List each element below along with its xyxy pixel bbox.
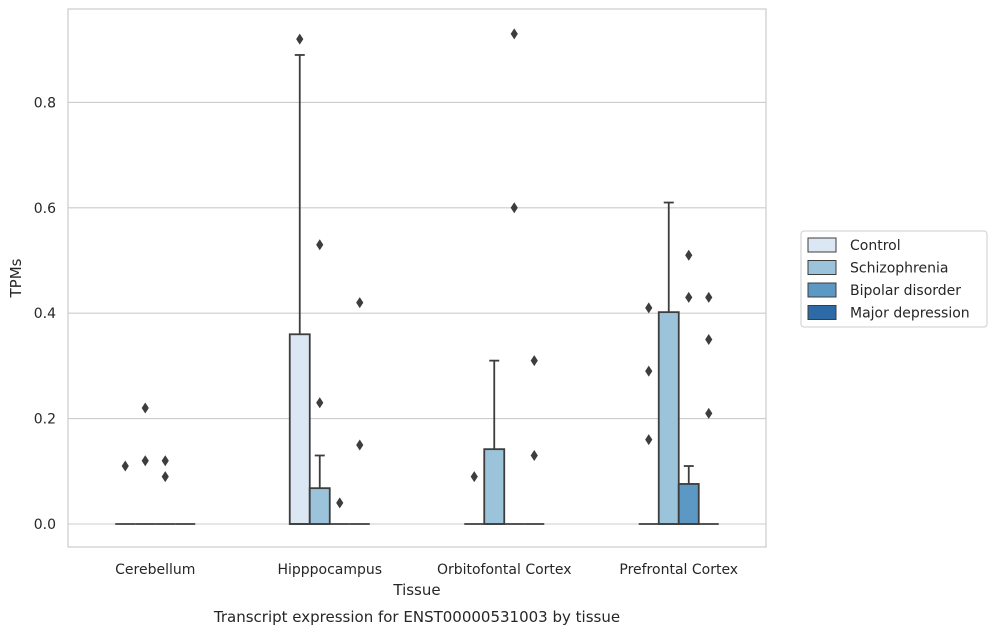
- outlier-point: [316, 239, 324, 251]
- y-axis-label: TPMs: [7, 258, 25, 298]
- y-tick-label: 0.8: [34, 95, 56, 111]
- legend-swatch: [807, 282, 837, 298]
- box-0-0: [115, 460, 136, 525]
- outlier-point: [296, 33, 304, 45]
- legend-frame: [800, 230, 988, 328]
- box-3-2: [677, 249, 700, 525]
- box-2-0: [464, 471, 485, 525]
- outlier-point: [161, 455, 169, 467]
- box-2-2: [504, 28, 525, 525]
- boxes: [115, 28, 719, 525]
- outlier-point: [470, 471, 478, 483]
- box-body: [657, 311, 680, 525]
- box-body: [483, 448, 506, 525]
- legend-swatch: [807, 237, 837, 253]
- x-tick-label: Cerebellum: [115, 562, 195, 578]
- box-0-2: [155, 455, 176, 525]
- legend-label: Bipolar disorder: [850, 283, 961, 299]
- box-body: [288, 333, 311, 525]
- y-tick-label: 0.4: [34, 306, 56, 322]
- outlier-point: [530, 355, 538, 367]
- legend-label: Control: [850, 238, 901, 254]
- box-1-3: [349, 297, 370, 525]
- outlier-point: [356, 297, 364, 309]
- outlier-point: [356, 439, 364, 451]
- outlier-point: [510, 28, 518, 40]
- box-3-1: [657, 201, 680, 525]
- outlier-point: [685, 291, 693, 303]
- outlier-point: [141, 455, 149, 467]
- outlier-point: [645, 302, 653, 314]
- outlier-point: [645, 434, 653, 446]
- x-tick-label: Prefrontal Cortex: [619, 562, 738, 578]
- legend-label: Major depression: [850, 306, 970, 322]
- legend-swatch: [807, 260, 837, 275]
- box-2-3: [524, 355, 545, 525]
- outlier-point: [645, 365, 653, 377]
- outlier-point: [510, 202, 518, 214]
- chart-caption: Transcript expression for ENST0000053100…: [213, 608, 620, 626]
- box-2-1: [483, 359, 506, 525]
- outlier-point: [141, 402, 149, 414]
- outlier-point: [161, 471, 169, 483]
- outlier-point: [121, 460, 129, 472]
- outlier-point: [316, 397, 324, 409]
- box-1-1: [308, 239, 331, 525]
- y-tick-label: 0.2: [34, 412, 56, 428]
- x-axis-label: Tissue: [392, 581, 440, 599]
- x-axis-ticks: Cerebellum Hipppocampus Orbitofontal Corte…: [115, 562, 738, 578]
- y-tick-label: 0.6: [34, 201, 56, 217]
- legend-swatch: [807, 305, 837, 320]
- legend: Control Schizophrenia Bipolar disorder Majo…: [800, 230, 988, 328]
- box-1-0: [288, 33, 311, 525]
- box-body: [308, 487, 331, 525]
- y-tick-label: 0.0: [34, 517, 56, 533]
- x-tick-label: Orbitofontal Cortex: [437, 562, 572, 578]
- outlier-point: [685, 249, 693, 261]
- box-0-1: [135, 402, 156, 525]
- x-tick-label: Hipppocampus: [277, 562, 382, 578]
- outlier-point: [530, 449, 538, 461]
- box-3-0: [638, 302, 659, 525]
- outlier-point: [705, 334, 713, 346]
- plot-frame: [67, 8, 767, 548]
- outlier-point: [336, 497, 344, 509]
- box-1-2: [329, 497, 350, 525]
- y-axis-ticks: 0.0 0.2 0.4 0.6 0.8: [34, 95, 56, 533]
- legend-label: Schizophrenia: [850, 261, 948, 277]
- outlier-point: [705, 407, 713, 419]
- box-body: [677, 483, 700, 525]
- outlier-point: [705, 291, 713, 303]
- box-3-3: [698, 291, 719, 525]
